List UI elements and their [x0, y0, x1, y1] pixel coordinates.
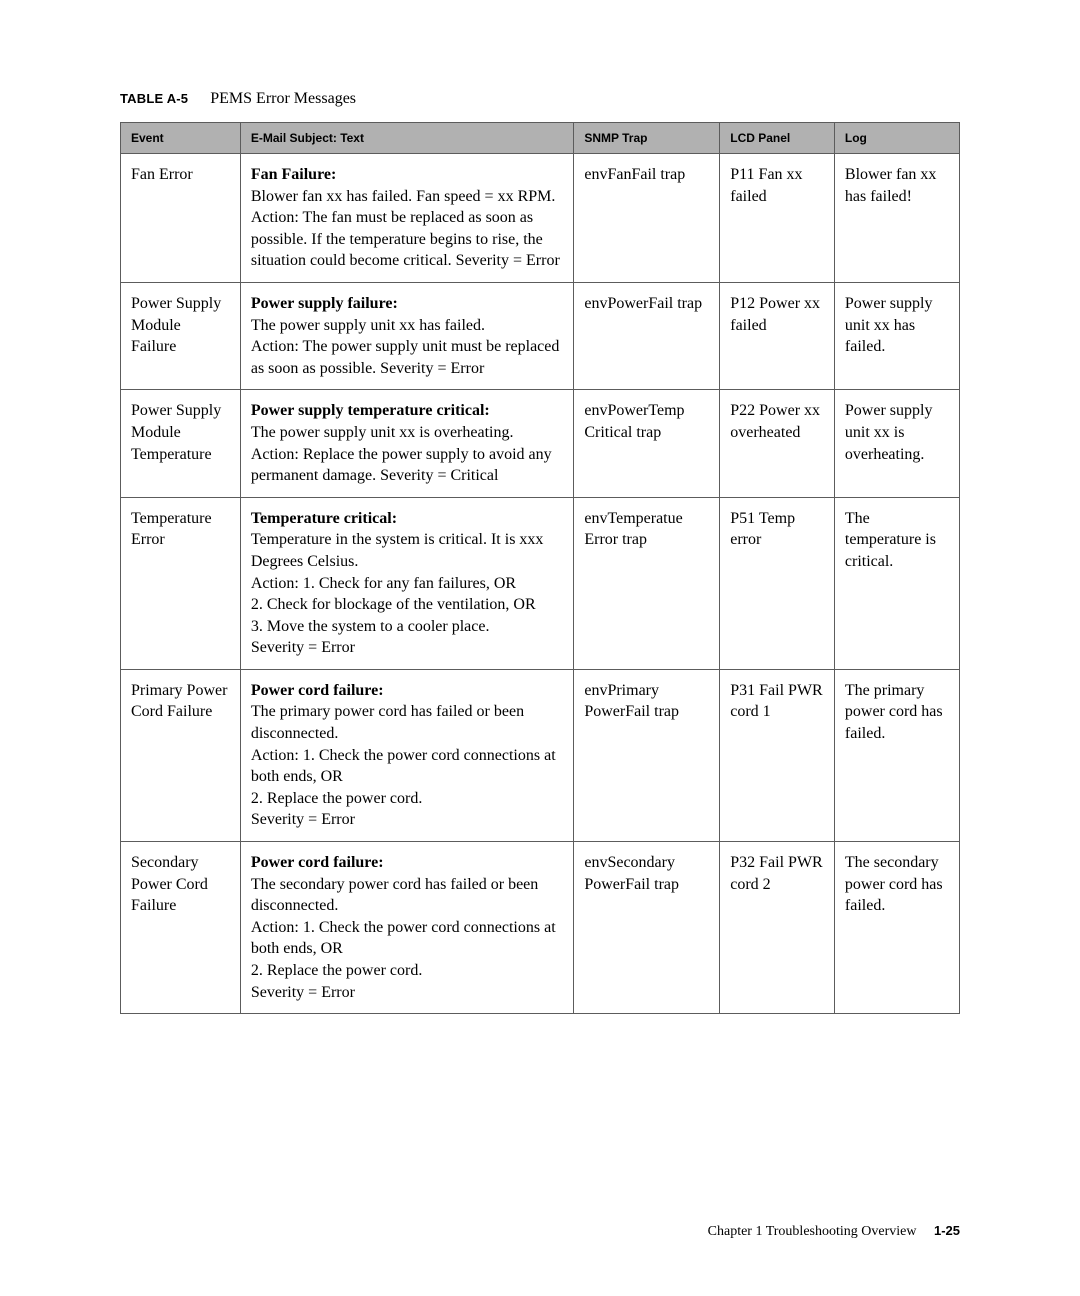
- email-line: Severity = Error: [251, 982, 564, 1004]
- cell-event: Fan Error: [121, 154, 241, 283]
- cell-lcd: P31 Fail PWR cord 1: [720, 669, 835, 841]
- table-row: Primary Power Cord FailurePower cord fai…: [121, 669, 960, 841]
- cell-log: Power supply unit xx has failed.: [834, 282, 959, 389]
- page: TABLE A-5 PEMS Error Messages Event E-Ma…: [0, 0, 1080, 1296]
- table-label: TABLE A-5: [120, 91, 188, 106]
- cell-email: Power supply failure:The power supply un…: [240, 282, 574, 389]
- email-line: 2. Replace the power cord.: [251, 788, 564, 810]
- email-line: 3. Move the system to a cooler place.: [251, 616, 564, 638]
- table-body: Fan ErrorFan Failure:Blower fan xx has f…: [121, 154, 960, 1014]
- cell-email: Fan Failure:Blower fan xx has failed. Fa…: [240, 154, 574, 283]
- cell-log: The primary power cord has failed.: [834, 669, 959, 841]
- col-log: Log: [834, 123, 959, 154]
- email-line: Action: 1. Check the power cord connecti…: [251, 917, 564, 960]
- cell-log: The secondary power cord has failed.: [834, 842, 959, 1014]
- page-footer: Chapter 1 Troubleshooting Overview 1-25: [0, 1223, 960, 1240]
- cell-event: Power Supply Module Temperature: [121, 390, 241, 497]
- email-line: 2. Replace the power cord.: [251, 960, 564, 982]
- cell-event: Secondary Power Cord Failure: [121, 842, 241, 1014]
- table-caption: TABLE A-5 PEMS Error Messages: [120, 90, 960, 108]
- email-lead: Power supply failure:: [251, 293, 564, 315]
- email-lead: Fan Failure:: [251, 164, 564, 186]
- table-title: PEMS Error Messages: [210, 90, 356, 107]
- cell-email: Temperature critical:Temperature in the …: [240, 497, 574, 669]
- table-row: Power Supply Module TemperaturePower sup…: [121, 390, 960, 497]
- col-event: Event: [121, 123, 241, 154]
- email-lead: Power cord failure:: [251, 852, 564, 874]
- email-lead: Power supply temperature critical:: [251, 400, 564, 422]
- email-lead: Power cord failure:: [251, 680, 564, 702]
- cell-lcd: P32 Fail PWR cord 2: [720, 842, 835, 1014]
- table-row: Fan ErrorFan Failure:Blower fan xx has f…: [121, 154, 960, 283]
- email-line: Temperature in the system is critical. I…: [251, 529, 564, 572]
- email-line: Action: The power supply unit must be re…: [251, 336, 564, 379]
- cell-email: Power cord failure:The primary power cor…: [240, 669, 574, 841]
- col-email: E-Mail Subject: Text: [240, 123, 574, 154]
- table-header-row: Event E-Mail Subject: Text SNMP Trap LCD…: [121, 123, 960, 154]
- email-line: Blower fan xx has failed. Fan speed = xx…: [251, 186, 564, 208]
- pems-table: Event E-Mail Subject: Text SNMP Trap LCD…: [120, 122, 960, 1014]
- cell-lcd: P51 Temp error: [720, 497, 835, 669]
- cell-lcd: P22 Power xx overheated: [720, 390, 835, 497]
- email-line: The power supply unit xx is overheating.: [251, 422, 564, 444]
- cell-email: Power cord failure:The secondary power c…: [240, 842, 574, 1014]
- table-row: Secondary Power Cord FailurePower cord f…: [121, 842, 960, 1014]
- cell-log: Blower fan xx has failed!: [834, 154, 959, 283]
- table-row: Power Supply Module FailurePower supply …: [121, 282, 960, 389]
- col-lcd: LCD Panel: [720, 123, 835, 154]
- cell-lcd: P12 Power xx failed: [720, 282, 835, 389]
- cell-snmp: envPrimary PowerFail trap: [574, 669, 720, 841]
- cell-snmp: envSecondary PowerFail trap: [574, 842, 720, 1014]
- email-line: Action: Replace the power supply to avoi…: [251, 444, 564, 487]
- cell-snmp: envFanFail trap: [574, 154, 720, 283]
- cell-log: The temperature is critical.: [834, 497, 959, 669]
- footer-page-number: 1-25: [934, 1223, 960, 1238]
- email-line: Action: 1. Check for any fan failures, O…: [251, 573, 564, 595]
- cell-event: Primary Power Cord Failure: [121, 669, 241, 841]
- email-line: The secondary power cord has failed or b…: [251, 874, 564, 917]
- cell-snmp: envTemperatue Error trap: [574, 497, 720, 669]
- email-line: Severity = Error: [251, 637, 564, 659]
- col-snmp: SNMP Trap: [574, 123, 720, 154]
- cell-snmp: envPowerFail trap: [574, 282, 720, 389]
- email-line: The power supply unit xx has failed.: [251, 315, 564, 337]
- cell-email: Power supply temperature critical:The po…: [240, 390, 574, 497]
- email-line: Severity = Error: [251, 809, 564, 831]
- footer-chapter: Chapter 1 Troubleshooting Overview: [708, 1224, 917, 1239]
- cell-event: Power Supply Module Failure: [121, 282, 241, 389]
- email-line: Action: The fan must be replaced as soon…: [251, 207, 564, 272]
- cell-snmp: envPowerTemp Critical trap: [574, 390, 720, 497]
- cell-log: Power supply unit xx is overheating.: [834, 390, 959, 497]
- table-row: Temperature ErrorTemperature critical:Te…: [121, 497, 960, 669]
- cell-lcd: P11 Fan xx failed: [720, 154, 835, 283]
- email-line: Action: 1. Check the power cord connecti…: [251, 745, 564, 788]
- email-lead: Temperature critical:: [251, 508, 564, 530]
- email-line: 2. Check for blockage of the ventilation…: [251, 594, 564, 616]
- cell-event: Temperature Error: [121, 497, 241, 669]
- email-line: The primary power cord has failed or bee…: [251, 701, 564, 744]
